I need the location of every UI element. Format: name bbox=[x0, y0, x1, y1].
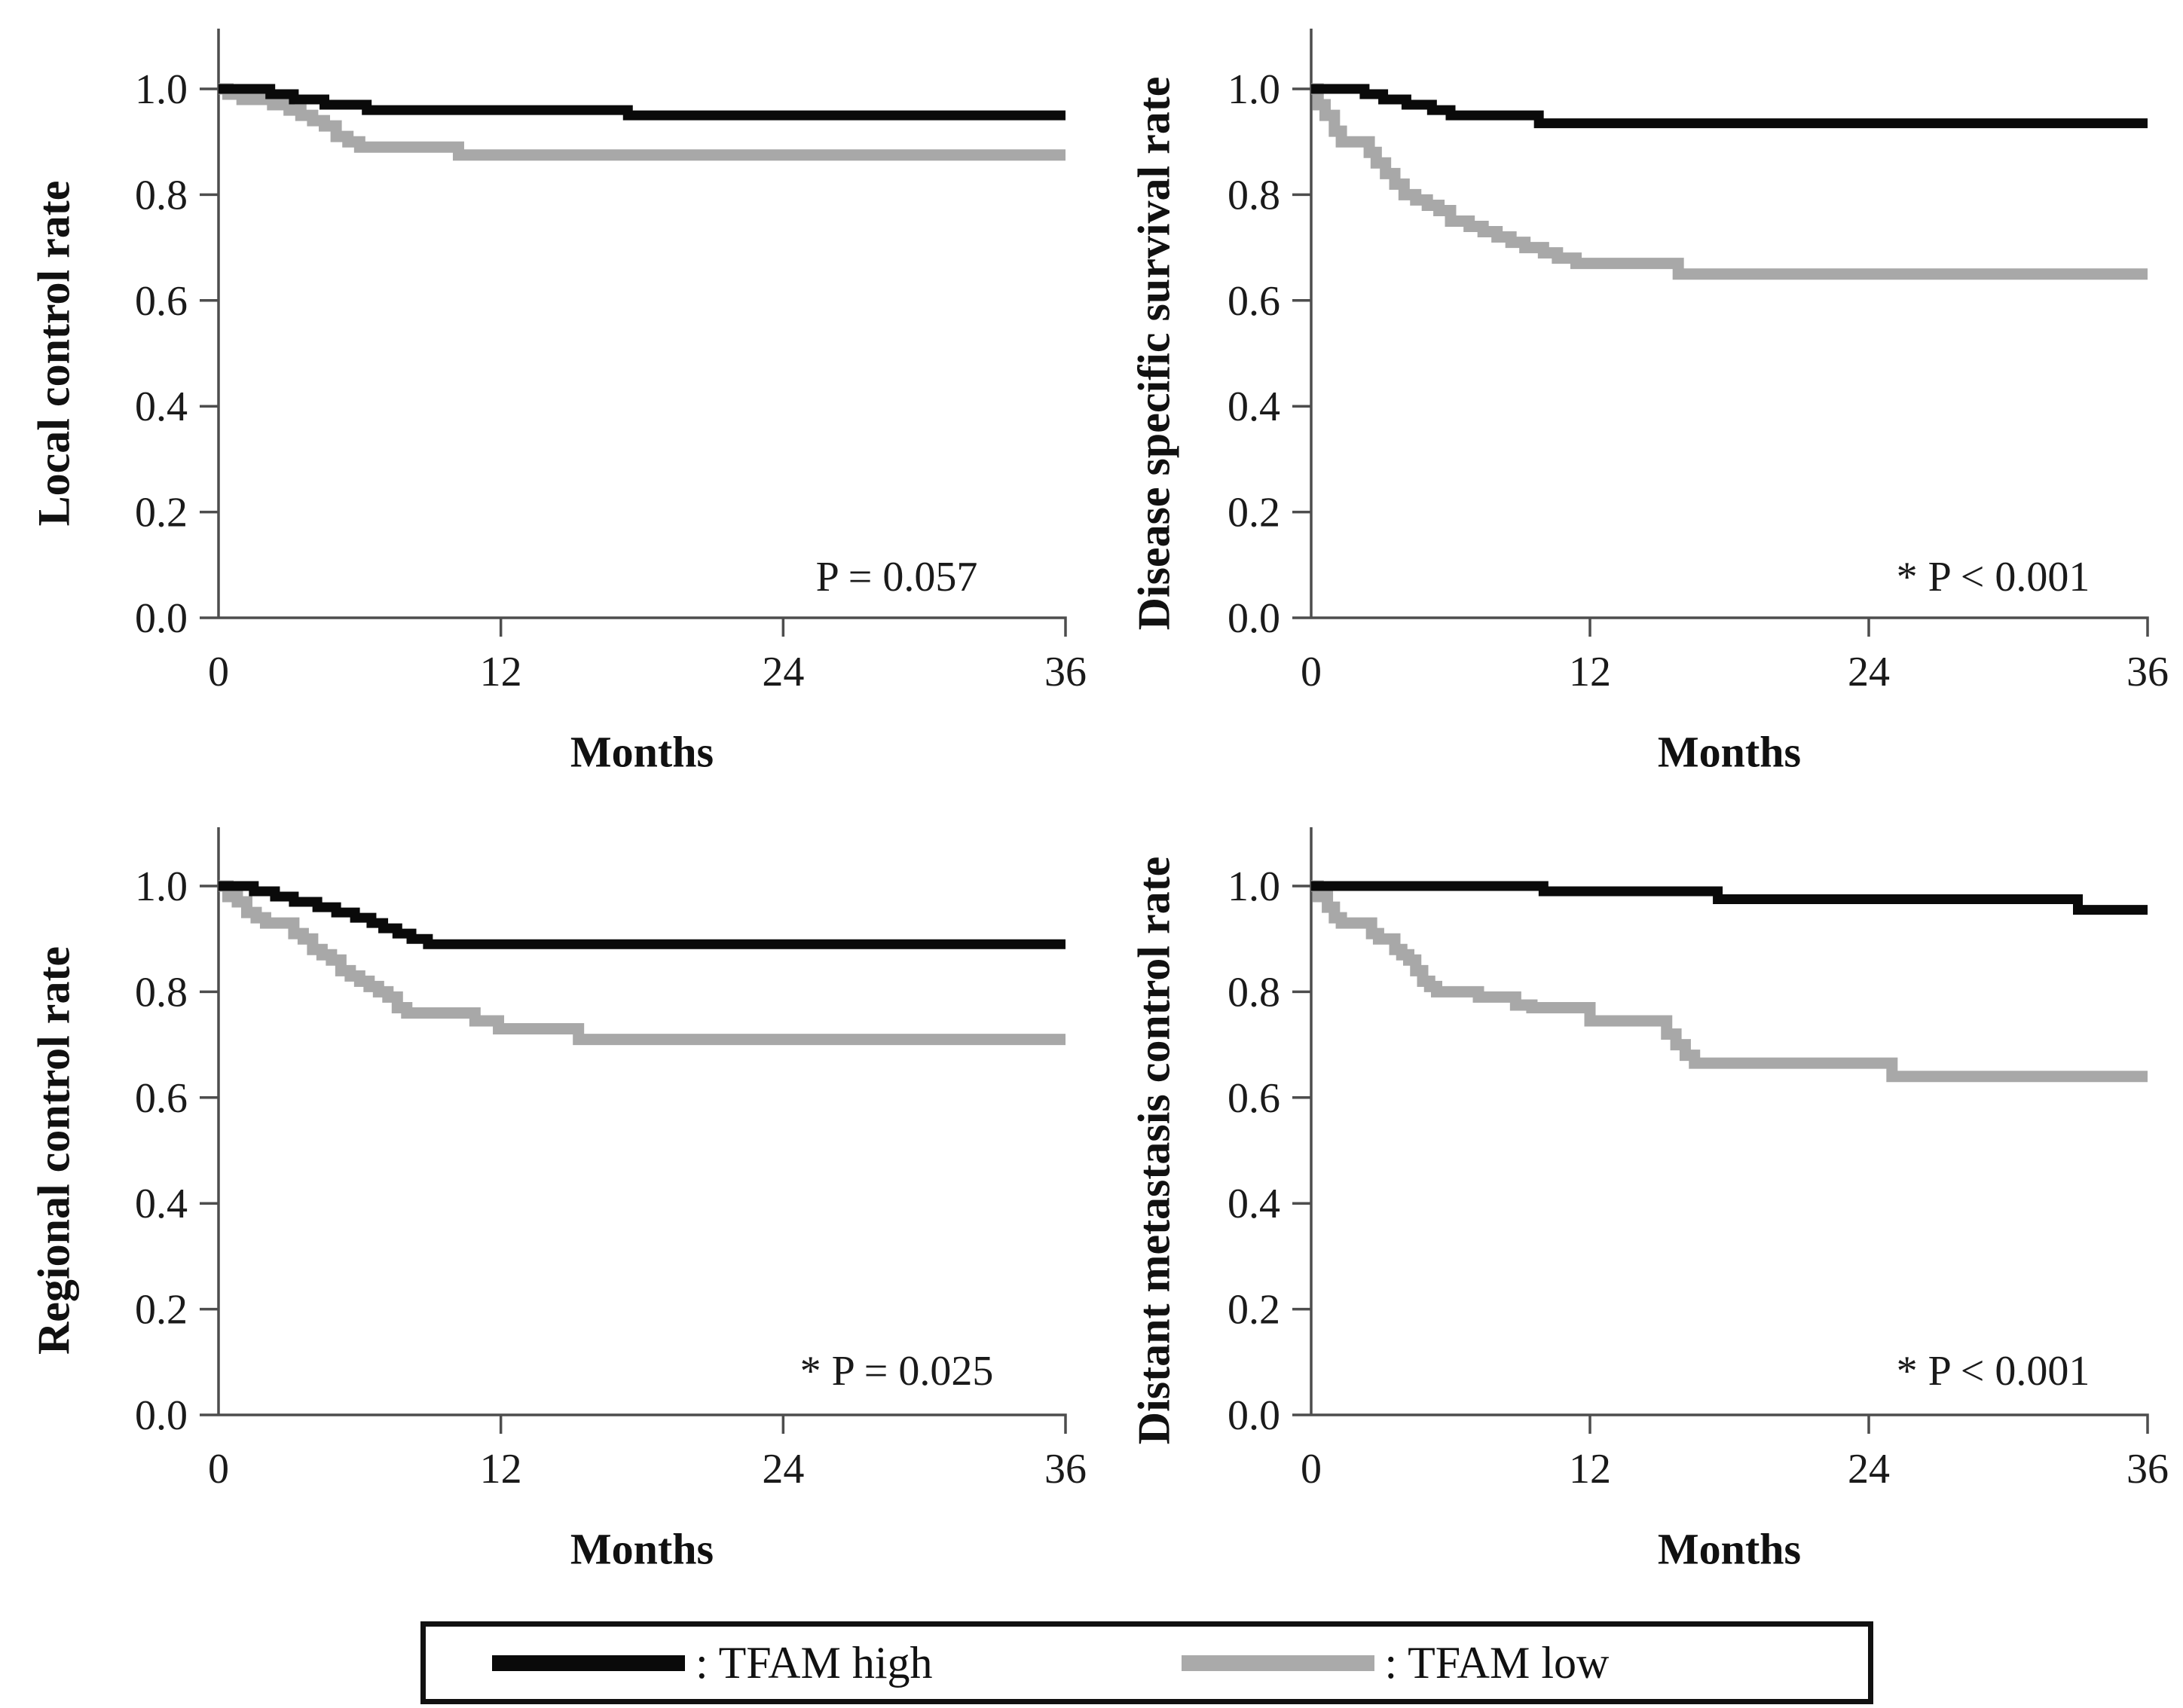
svg-text:0.2: 0.2 bbox=[1228, 1287, 1280, 1334]
svg-text:0: 0 bbox=[1301, 649, 1322, 695]
svg-text:0.4: 0.4 bbox=[135, 1181, 188, 1227]
svg-text:0: 0 bbox=[1301, 1446, 1322, 1493]
svg-text:0.0: 0.0 bbox=[135, 1392, 188, 1439]
svg-text:0.6: 0.6 bbox=[1228, 1075, 1280, 1122]
svg-text:36: 36 bbox=[1044, 1446, 1087, 1493]
tfam-high-line-swatch bbox=[492, 1655, 685, 1671]
svg-text:12: 12 bbox=[480, 649, 522, 695]
svg-text:24: 24 bbox=[762, 649, 804, 695]
y-axis-title-local-control: Local control rate bbox=[29, 180, 79, 527]
svg-text:0.6: 0.6 bbox=[135, 278, 188, 325]
svg-text:0: 0 bbox=[208, 649, 229, 695]
svg-text:12: 12 bbox=[1569, 1446, 1611, 1493]
svg-text:24: 24 bbox=[1848, 1446, 1890, 1493]
svg-text:0.4: 0.4 bbox=[1228, 383, 1280, 430]
legend: : TFAM high : TFAM low bbox=[420, 1621, 1873, 1704]
svg-text:0.6: 0.6 bbox=[135, 1075, 188, 1122]
svg-text:0.4: 0.4 bbox=[1228, 1181, 1280, 1227]
svg-text:0.8: 0.8 bbox=[135, 172, 188, 218]
legend-label-tfam-low: : TFAM low bbox=[1384, 1637, 1610, 1688]
svg-text:24: 24 bbox=[1848, 649, 1890, 695]
svg-text:0.6: 0.6 bbox=[1228, 278, 1280, 325]
p-value-label-disease-specific-survival: * P < 0.001 bbox=[1896, 554, 2090, 600]
legend-label-tfam-high: : TFAM high bbox=[696, 1637, 933, 1688]
svg-text:24: 24 bbox=[762, 1446, 804, 1493]
svg-text:1.0: 1.0 bbox=[135, 863, 188, 910]
svg-text:36: 36 bbox=[2126, 649, 2169, 695]
svg-text:0.8: 0.8 bbox=[1228, 969, 1280, 1016]
svg-text:0.0: 0.0 bbox=[1228, 1392, 1280, 1439]
svg-text:0.0: 0.0 bbox=[135, 595, 188, 642]
x-axis-title-months-top-right: Months bbox=[1657, 727, 1802, 777]
svg-text:1.0: 1.0 bbox=[1228, 66, 1280, 113]
y-axis-title-regional-control: Regional control rate bbox=[29, 946, 79, 1355]
legend-item-tfam-high: : TFAM high bbox=[492, 1637, 933, 1689]
svg-text:0.0: 0.0 bbox=[1228, 595, 1280, 642]
svg-text:12: 12 bbox=[480, 1446, 522, 1493]
p-value-label-regional-control: * P = 0.025 bbox=[800, 1348, 994, 1395]
svg-text:0.2: 0.2 bbox=[135, 1287, 188, 1334]
p-value-label-distant-metastasis-control: * P < 0.001 bbox=[1896, 1348, 2090, 1395]
x-axis-title-months-bottom-left: Months bbox=[570, 1524, 714, 1574]
x-axis-title-months-top-left: Months bbox=[570, 727, 714, 777]
svg-text:0.4: 0.4 bbox=[135, 383, 188, 430]
svg-text:0.8: 0.8 bbox=[1228, 172, 1280, 218]
svg-text:12: 12 bbox=[1569, 649, 1611, 695]
svg-text:0.2: 0.2 bbox=[1228, 490, 1280, 536]
tfam-low-line-swatch bbox=[1181, 1655, 1374, 1671]
x-axis-title-months-bottom-right: Months bbox=[1657, 1524, 1802, 1574]
legend-item-tfam-low: : TFAM low bbox=[1181, 1637, 1610, 1689]
p-value-label-local-control: P = 0.057 bbox=[815, 554, 978, 600]
y-axis-title-distant-metastasis-control: Distant metastasis control rate bbox=[1129, 856, 1179, 1445]
svg-text:1.0: 1.0 bbox=[1228, 863, 1280, 910]
svg-text:36: 36 bbox=[2126, 1446, 2169, 1493]
svg-text:36: 36 bbox=[1044, 649, 1087, 695]
svg-text:0: 0 bbox=[208, 1446, 229, 1493]
svg-text:0.2: 0.2 bbox=[135, 490, 188, 536]
y-axis-title-disease-specific-survival: Disease specific survival rate bbox=[1129, 76, 1179, 631]
svg-text:1.0: 1.0 bbox=[135, 66, 188, 113]
svg-text:0.8: 0.8 bbox=[135, 969, 188, 1016]
